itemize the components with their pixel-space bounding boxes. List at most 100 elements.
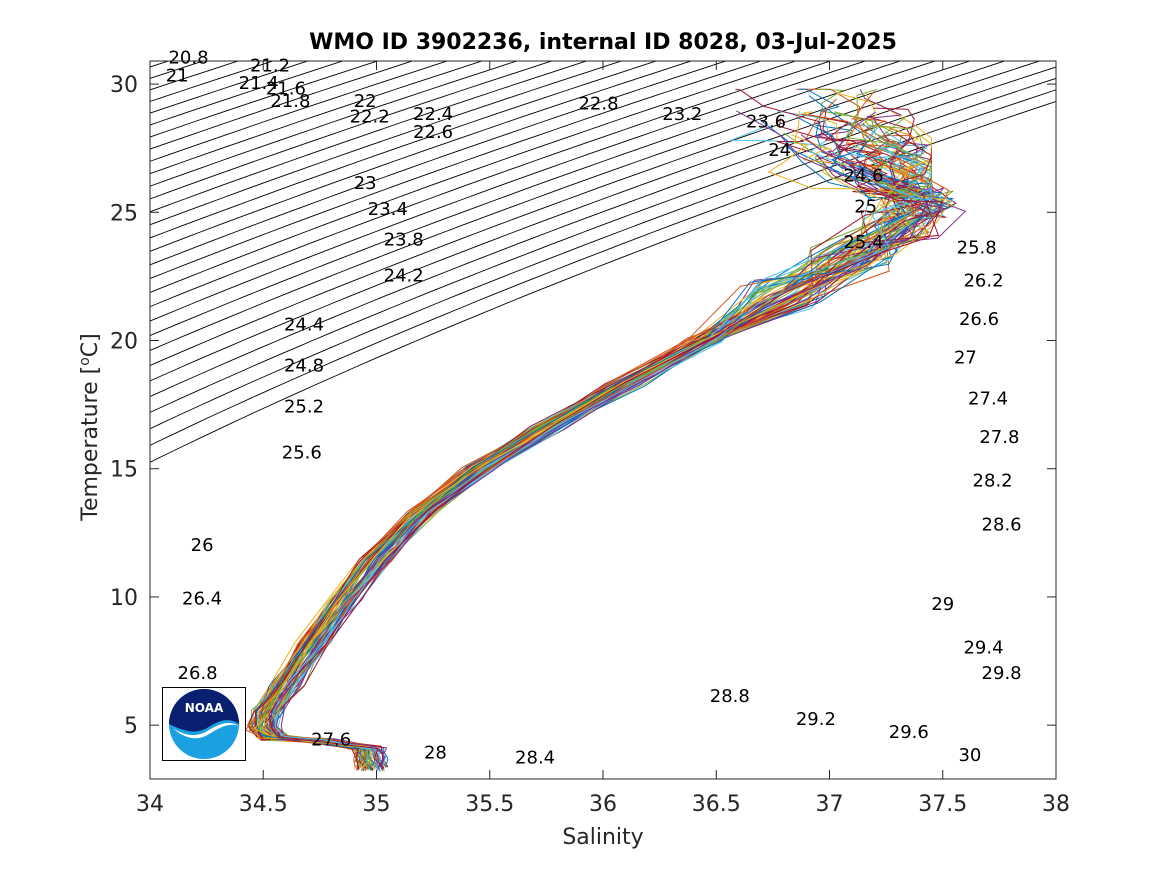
y-axis-label-text: Temperature [ [78,365,103,521]
isopycnal-line [150,89,1056,446]
isopycnal-label: 25.2 [284,396,324,417]
isopycnal-label: 25 [854,196,877,217]
isopycnal-label: 29.6 [889,722,929,743]
profile-line [272,150,929,772]
isopycnal-label: 29.8 [982,663,1022,684]
isopycnal-line [0,46,42,803]
profile-line [250,154,932,770]
isopycnal-label: 23.6 [746,112,786,133]
isopycnal-label: 21.4 [239,73,279,94]
profile-line [253,142,947,771]
isopycnal-label: 28.2 [973,471,1013,492]
isopycnal-label: 23.4 [368,199,408,220]
profile-line [272,148,932,768]
profile-lines [244,88,967,772]
noaa-logo: NOAA [162,687,246,761]
profile-line [249,92,897,769]
isopycnal-line [150,61,832,308]
isopycnal-line [150,61,798,293]
profile-line [255,116,951,771]
y-tick-label: 30 [110,73,138,98]
isopycnal-lines [0,46,1056,803]
isopycnal-line [150,61,519,187]
profile-line [273,146,932,768]
isopycnal-label: 21 [166,66,189,87]
y-axis-label-unit: C] [78,333,103,358]
isopycnal-label: 30 [958,745,981,766]
y-tick-label: 25 [110,201,138,226]
isopycnal-label: 28.6 [982,514,1022,535]
isopycnal-label: 26.4 [182,589,222,610]
isopycnal-line [150,61,658,239]
isopycnal-line [150,61,937,351]
x-tick-label: 38 [1042,792,1070,817]
x-tick-label: 37 [816,792,844,817]
profile-line [251,95,943,768]
profile-line [257,119,944,768]
isopycnal-line [150,61,588,213]
isopycnal-label: 28.4 [515,748,555,769]
profile-line [275,88,918,769]
profile-line [244,148,932,768]
profile-line [268,146,934,771]
isopycnal-label: 28.8 [710,686,750,707]
isopycnal-label: 24.4 [284,314,324,335]
y-tick-label: 5 [124,714,138,739]
profile-line [264,128,925,772]
degree-symbol: o [77,357,93,366]
isopycnal-label: 25.4 [843,232,883,253]
profile-line [263,119,924,769]
profile-line [251,111,933,772]
isopycnal-label: 23.2 [662,104,702,125]
profile-line [261,110,952,771]
profile-line [261,144,917,769]
profile-line [265,132,955,770]
isopycnal-line [150,61,484,175]
isopycnal-line [0,46,147,803]
isopycnal-label: 24 [768,140,791,161]
profile-line [255,111,928,771]
isopycnal-line [0,46,7,803]
profile-line [253,159,930,768]
isopycnal-label: 25.6 [282,443,322,464]
noaa-logo-text: NOAA [185,701,224,715]
x-tick-label: 35 [363,792,391,817]
profile-line [273,132,940,769]
profile-line [273,131,927,772]
isopycnal-line [150,61,449,162]
profile-line [265,137,943,767]
x-tick-label: 37.5 [918,792,967,817]
profile-line [254,114,931,770]
isopycnal-label: 26.8 [178,663,218,684]
profile-line [254,107,941,771]
isopycnal-line [150,61,1041,398]
isopycnal-line [150,61,554,200]
x-tick-label: 36.5 [692,792,741,817]
isopycnal-line [150,61,902,337]
isopycnal-label: 22 [354,91,377,112]
x-tick-label: 36 [589,792,617,817]
isopycnal-line [150,77,1056,430]
isopycnal-line [150,61,1007,382]
isopycnal-line [150,66,1056,413]
profile-line [271,131,934,768]
isopycnal-line [150,61,728,266]
isopycnal-label: 25.8 [957,237,997,258]
x-axis: 34 34.5 35 35.5 36 36.5 37 37.5 38 [136,61,1070,817]
profile-line [275,142,932,772]
isopycnal-label: 26 [191,535,214,556]
x-tick-label: 34 [136,792,164,817]
x-axis-label: Salinity [562,825,644,850]
profile-line [267,92,932,771]
isopycnal-label: 22.8 [578,94,618,115]
isopycnal-label: 29 [931,594,954,615]
isopycnal-label: 24.6 [843,166,883,187]
profile-line [268,159,944,769]
isopycnal-line [150,61,623,226]
isopycnal-label: 28 [424,743,447,764]
isopycnal-line [150,61,972,366]
y-axis: 5 10 15 20 25 30 [110,73,1056,739]
